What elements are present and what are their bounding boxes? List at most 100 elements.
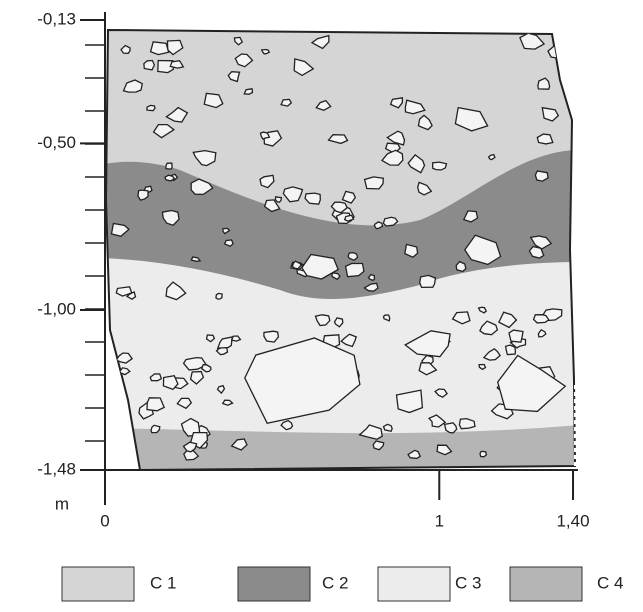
- stone: [146, 104, 156, 112]
- stone: [149, 41, 170, 56]
- stone: [203, 92, 224, 109]
- stone: [504, 344, 517, 356]
- stone: [382, 314, 391, 322]
- stone: [115, 286, 133, 297]
- axes: -0,13 -0,50 -1,00 -1,48 0 1 1,40: [37, 9, 589, 530]
- y-unit: m: [55, 494, 69, 513]
- stone: [137, 189, 149, 201]
- stone: [244, 337, 361, 425]
- stone: [418, 362, 438, 376]
- stone: [223, 239, 234, 247]
- legend-swatch: [61, 566, 135, 602]
- stone: [367, 273, 376, 282]
- stone: [498, 311, 518, 329]
- stone: [182, 441, 198, 453]
- stone: [216, 384, 226, 395]
- stone: [434, 388, 448, 398]
- stone: [304, 192, 321, 205]
- legend-label: C 1: [150, 573, 176, 592]
- stone: [508, 329, 524, 343]
- stone: [182, 356, 208, 371]
- stone: [454, 106, 489, 132]
- stone: [116, 387, 125, 394]
- x-tick-label: 1: [435, 511, 444, 530]
- stone: [417, 114, 433, 131]
- stone: [169, 59, 185, 69]
- stone: [190, 178, 214, 196]
- stone: [537, 328, 547, 338]
- stone: [120, 44, 131, 54]
- stone: [482, 347, 501, 361]
- stone: [404, 243, 419, 258]
- stone: [478, 363, 487, 371]
- x-tick-label: 1,40: [556, 511, 589, 530]
- stone: [259, 131, 271, 140]
- legend-swatch: [237, 566, 311, 602]
- legend-swatch: [509, 566, 583, 602]
- stone: [190, 256, 202, 262]
- layer-c4: [106, 425, 575, 470]
- stone: [280, 419, 294, 431]
- stone: [537, 77, 551, 90]
- stone: [487, 153, 496, 161]
- legend-label: C 3: [455, 573, 481, 592]
- stone: [451, 311, 471, 325]
- stone: [407, 154, 426, 174]
- stone: [301, 253, 340, 280]
- stone: [227, 71, 241, 83]
- stone: [536, 133, 554, 145]
- y-tick-label: -1,48: [37, 459, 76, 478]
- stone: [358, 424, 383, 440]
- stone: [479, 320, 499, 336]
- stone: [164, 174, 176, 182]
- stone: [166, 39, 184, 56]
- stone: [363, 176, 384, 190]
- stone: [192, 149, 217, 167]
- stone: [230, 335, 242, 342]
- stone: [462, 210, 479, 223]
- stone: [165, 106, 189, 123]
- stone: [176, 397, 193, 410]
- stone: [381, 149, 404, 166]
- stone: [259, 174, 275, 189]
- stone: [291, 260, 302, 270]
- stone: [534, 170, 549, 182]
- stone: [382, 216, 399, 227]
- stone: [389, 97, 404, 109]
- stone: [233, 36, 244, 46]
- stone: [110, 222, 130, 238]
- stone: [122, 79, 144, 93]
- stone: [528, 245, 545, 259]
- stone: [343, 214, 355, 222]
- stone: [280, 98, 293, 107]
- legend-swatch: [377, 566, 451, 602]
- stone: [443, 422, 458, 434]
- layer-c1: [106, 30, 575, 226]
- stone: [234, 53, 254, 68]
- stone: [431, 161, 448, 171]
- stone: [386, 130, 406, 146]
- stone: [117, 367, 131, 376]
- stone: [331, 272, 341, 281]
- stone: [330, 201, 349, 214]
- stone: [161, 209, 180, 226]
- stone: [407, 449, 422, 460]
- y-tick-label: -0,13: [37, 9, 76, 28]
- x-tick-label: 0: [100, 511, 109, 530]
- stone: [230, 438, 248, 451]
- stone: [372, 440, 385, 451]
- legend-label: C 4: [597, 573, 623, 592]
- stone: [162, 374, 179, 391]
- stone: [333, 317, 344, 328]
- stone: [274, 196, 283, 203]
- stone: [263, 330, 280, 343]
- stone: [315, 99, 332, 112]
- stone: [464, 234, 502, 266]
- stone: [282, 186, 304, 203]
- stone: [150, 424, 161, 434]
- stone: [260, 48, 271, 55]
- y-tick-label: -1,00: [37, 299, 76, 318]
- stone: [347, 252, 359, 261]
- stone: [263, 199, 281, 213]
